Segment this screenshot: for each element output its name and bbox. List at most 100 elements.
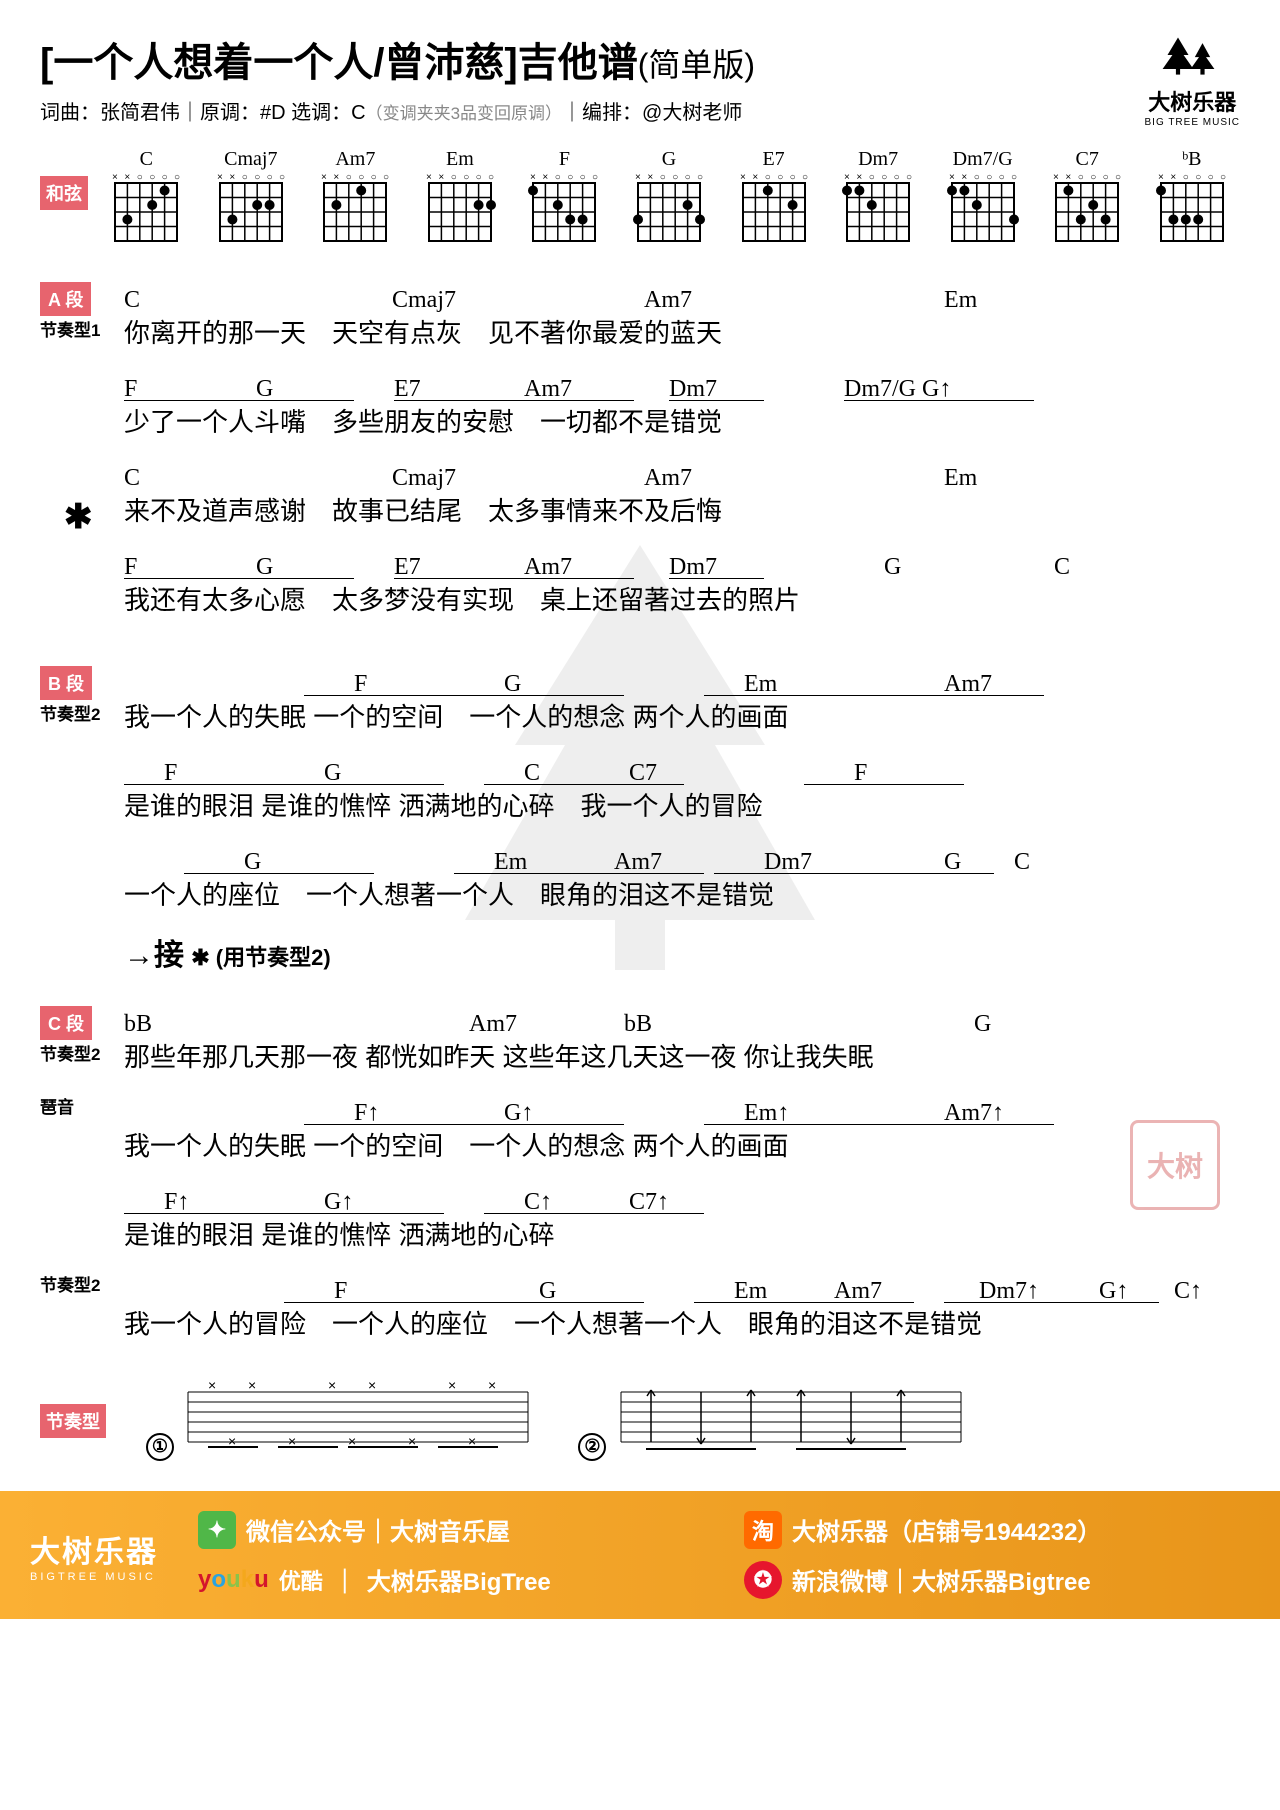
logo-text: 大树乐器 — [1145, 85, 1241, 117]
chord-symbol: Cmaj7 — [392, 282, 456, 318]
svg-text:×: × — [530, 172, 536, 183]
section-A: A 段节奏型1CCmaj7Am7Em你离开的那一天 天空有点灰 见不著你最爱的蓝… — [40, 282, 1240, 638]
chord-symbol: Am7 — [524, 371, 572, 407]
song-title: [一个人想着一个人/曾沛慈] — [40, 41, 518, 85]
chord-diagram: ××○○○○ — [419, 171, 501, 249]
chord-symbol: C — [124, 282, 140, 318]
chord-symbol: Am7 — [944, 666, 992, 702]
youku-cn: 优酷 — [279, 1564, 323, 1596]
weibo-text: 新浪微博｜大树乐器Bigtree — [792, 1562, 1091, 1597]
svg-text:○: ○ — [1011, 172, 1017, 183]
chord-symbol: Em — [494, 844, 527, 880]
rhythm-label: 节奏型2 — [40, 1040, 110, 1065]
chord-symbol: F — [124, 549, 137, 585]
chord-symbol: G — [244, 844, 261, 880]
rhythm-label: 节奏型2 — [40, 700, 110, 725]
chord-symbol: Am7 — [614, 844, 662, 880]
svg-text:×: × — [1053, 172, 1059, 183]
svg-text:×: × — [208, 1382, 216, 1393]
svg-text:○: ○ — [451, 172, 457, 183]
svg-text:×: × — [752, 172, 758, 183]
chord-Dm7: Dm7××○○○○ — [830, 148, 927, 254]
meta-left: 词曲：张简君伟｜原调：#D 选调：C — [40, 102, 366, 124]
meta-right: ｜编排：@大树老师 — [562, 102, 742, 124]
footer-brand-sub: BIGTREE MUSIC — [30, 1571, 158, 1583]
chord-diagram: ××○○○○ — [105, 171, 187, 249]
repeat-instruction: →接 ✱ (用节奏型2) — [124, 933, 1240, 978]
chord-Cmaj7: Cmaj7××○○○○ — [203, 148, 300, 254]
lyric-line: ✱来不及道声感谢 故事已结尾 太多事情来不及后悔 — [124, 492, 1240, 531]
youku-text: 大树乐器BigTree — [367, 1562, 551, 1597]
svg-text:○: ○ — [789, 172, 795, 183]
chord-symbol: F — [354, 666, 367, 702]
section-tag: C 段 — [40, 1006, 92, 1040]
svg-text:○: ○ — [1115, 172, 1121, 183]
svg-text:○: ○ — [266, 172, 272, 183]
chord-line: FGCC7F — [124, 755, 1240, 785]
chord-line: GEmAm7Dm7GC — [124, 844, 1240, 874]
chord-symbol: F — [124, 371, 137, 407]
svg-text:○: ○ — [685, 172, 691, 183]
lyric-line: 你离开的那一天 天空有点灰 见不著你最爱的蓝天 — [124, 314, 1240, 353]
taobao-icon: 淘 — [744, 1511, 782, 1549]
chord-Em: Em××○○○○ — [412, 148, 509, 254]
svg-text:○: ○ — [137, 172, 143, 183]
svg-text:×: × — [248, 1382, 256, 1393]
rhythm-tag: 节奏型 — [40, 1404, 106, 1438]
svg-text:×: × — [543, 172, 549, 183]
chord-name: Am7 — [307, 148, 404, 171]
chord-diagram: ××○○○○ — [1046, 171, 1128, 249]
chord-symbol: F↑ — [354, 1095, 379, 1131]
chord-symbol: Dm7 — [669, 371, 717, 407]
weibo-icon: ✪ — [744, 1561, 782, 1599]
chord-line: bBAm7bBG — [124, 1006, 1240, 1036]
chord-symbol: Em — [944, 460, 977, 496]
chord-name: F — [516, 148, 613, 171]
svg-text:○: ○ — [894, 172, 900, 183]
lyric-line: 我还有太多心愿 太多梦没有实现 桌上还留著过去的照片 — [124, 581, 1240, 620]
chord-symbol: F — [334, 1273, 347, 1309]
svg-text:○: ○ — [346, 172, 352, 183]
chord-Am7: Am7××○○○○ — [307, 148, 404, 254]
chord-symbol: Am7 — [834, 1273, 882, 1309]
rhythm-pattern-1: ×××××× ××××× — [178, 1382, 538, 1452]
chord-symbol: F — [854, 755, 867, 791]
logo-subtext: BIG TREE MUSIC — [1145, 117, 1241, 128]
svg-text:×: × — [334, 172, 340, 183]
chord-G: G××○○○○ — [621, 148, 718, 254]
svg-text:○: ○ — [881, 172, 887, 183]
svg-text:○: ○ — [568, 172, 574, 183]
rhythm-label: 节奏型1 — [40, 316, 110, 341]
svg-text:×: × — [125, 172, 131, 183]
svg-text:○: ○ — [174, 172, 180, 183]
taobao-link: 淘 大树乐器（店铺号1944232） — [744, 1511, 1250, 1549]
footer-brand: 大树乐器 BIGTREE MUSIC — [30, 1527, 158, 1583]
svg-text:×: × — [1170, 172, 1176, 183]
chord-line: FGE7Am7Dm7GC — [124, 549, 1240, 579]
chord-symbol: Am7↑ — [944, 1095, 1004, 1131]
svg-text:×: × — [961, 172, 967, 183]
youku-link: youku 优酷 ｜大树乐器BigTree — [198, 1561, 704, 1599]
svg-text:○: ○ — [777, 172, 783, 183]
chord-symbol: G — [974, 1006, 991, 1042]
chord-symbol: Cmaj7 — [392, 460, 456, 496]
wechat-text: 微信公众号｜大树音乐屋 — [246, 1512, 510, 1547]
svg-text:○: ○ — [1103, 172, 1109, 183]
chord-symbol: G — [539, 1273, 556, 1309]
svg-text:○: ○ — [1078, 172, 1084, 183]
lyric-line: 我一个人的冒险 一个人的座位 一个人想著一个人 眼角的泪这不是错觉 — [124, 1305, 1240, 1344]
chord-line: FGEmAm7Dm7↑G↑C↑ — [124, 1273, 1240, 1303]
footer: 大树乐器 BIGTREE MUSIC ✦ 微信公众号｜大树音乐屋 淘 大树乐器（… — [0, 1491, 1280, 1619]
svg-text:×: × — [448, 1382, 456, 1393]
chord-symbol: Em — [734, 1273, 767, 1309]
chord-symbol: Em — [744, 666, 777, 702]
section-tag: B 段 — [40, 666, 92, 700]
svg-text:○: ○ — [1183, 172, 1189, 183]
svg-text:×: × — [438, 172, 444, 183]
chord-symbol: Dm7 — [669, 549, 717, 585]
chord-C: C××○○○○ — [98, 148, 195, 254]
svg-text:○: ○ — [279, 172, 285, 183]
weibo-link: ✪ 新浪微博｜大树乐器Bigtree — [744, 1561, 1250, 1599]
svg-text:×: × — [328, 1382, 336, 1393]
chord-symbol: G↑ — [504, 1095, 533, 1131]
